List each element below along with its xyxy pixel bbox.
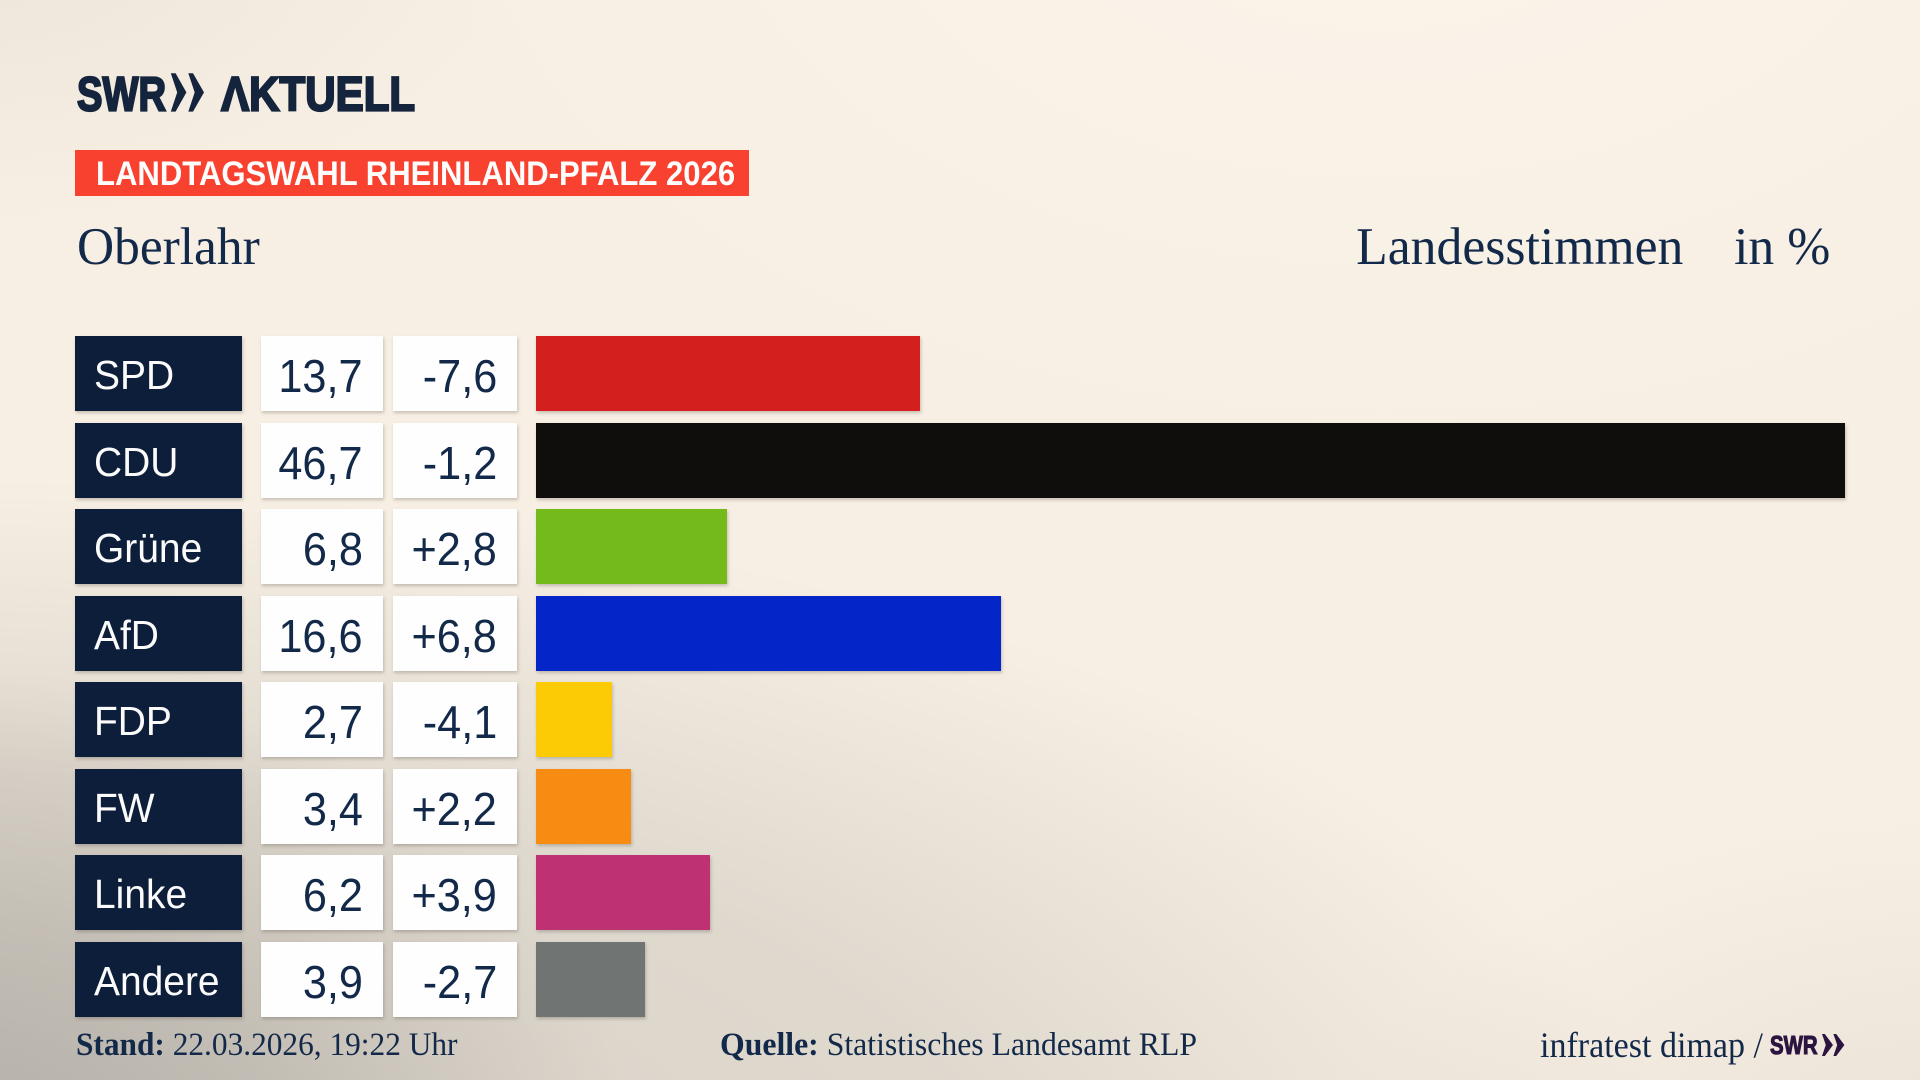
svg-text:SWR: SWR [77, 68, 166, 114]
svg-text:ΛKTUELL: ΛKTUELL [221, 68, 415, 114]
svg-text:SWR: SWR [1770, 1034, 1818, 1057]
